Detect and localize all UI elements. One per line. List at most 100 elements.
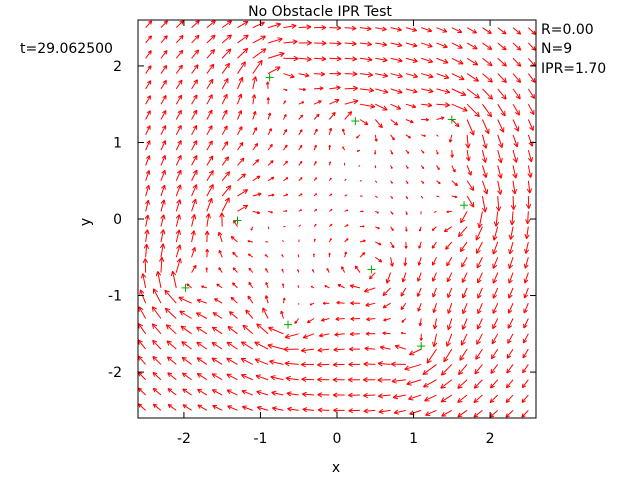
field-arrow xyxy=(448,134,453,143)
field-arrow xyxy=(419,333,423,341)
field-arrow xyxy=(232,251,238,258)
field-arrow xyxy=(309,302,315,306)
field-arrow xyxy=(482,88,493,100)
field-arrow xyxy=(191,49,200,59)
field-arrow xyxy=(269,359,284,365)
field-arrow xyxy=(195,312,208,319)
field-arrow xyxy=(527,134,534,147)
field-arrow xyxy=(446,272,453,283)
field-arrow xyxy=(405,103,417,109)
field-arrow xyxy=(298,101,305,105)
field-arrow xyxy=(191,198,197,212)
field-arrow xyxy=(252,143,259,151)
field-arrow xyxy=(443,348,453,363)
field-arrow xyxy=(375,88,389,94)
field-arrow xyxy=(175,169,182,181)
field-arrow xyxy=(262,307,269,319)
field-arrow xyxy=(436,134,439,137)
field-arrow xyxy=(283,193,289,197)
field-arrow xyxy=(267,51,285,59)
field-arrow xyxy=(314,71,326,77)
field-arrow xyxy=(221,171,231,182)
field-arrow xyxy=(143,243,150,258)
field-arrow xyxy=(406,379,422,386)
field-arrow xyxy=(182,372,192,381)
field-arrow xyxy=(527,73,536,83)
field-arrow xyxy=(473,379,483,389)
field-arrow xyxy=(266,97,270,105)
field-arrow xyxy=(191,155,198,166)
field-arrow xyxy=(491,348,499,360)
field-arrow xyxy=(245,309,254,319)
field-arrow xyxy=(152,339,162,350)
field-arrow xyxy=(221,197,230,212)
field-arrow xyxy=(391,378,406,384)
field-arrow xyxy=(298,56,312,62)
field-arrow xyxy=(206,197,213,212)
vortex-marker xyxy=(181,283,190,292)
field-arrow xyxy=(165,324,177,335)
field-arrow xyxy=(348,392,360,398)
field-arrow xyxy=(492,226,499,241)
field-arrow xyxy=(328,177,332,182)
field-arrow xyxy=(206,140,213,151)
field-arrow xyxy=(329,193,333,197)
field-arrow xyxy=(431,272,437,282)
field-arrow xyxy=(247,253,254,258)
field-arrow xyxy=(281,254,284,258)
field-arrow xyxy=(175,140,182,151)
vortex-marker xyxy=(284,320,293,329)
field-arrow xyxy=(267,66,281,75)
field-arrow xyxy=(521,394,529,403)
field-arrow xyxy=(418,226,422,232)
field-arrow xyxy=(523,318,529,329)
field-arrow xyxy=(457,394,468,403)
field-arrow xyxy=(497,180,503,195)
field-arrow xyxy=(317,392,330,398)
field-arrow xyxy=(302,333,315,339)
field-arrow xyxy=(300,361,315,368)
field-arrow xyxy=(218,267,223,273)
field-arrow xyxy=(512,27,522,35)
field-arrow xyxy=(318,333,330,338)
field-arrow xyxy=(512,73,522,83)
field-arrow xyxy=(237,93,243,105)
field-arrow xyxy=(206,34,216,44)
field-arrow xyxy=(175,229,181,243)
field-arrow xyxy=(401,272,407,283)
field-arrow xyxy=(313,113,320,120)
field-arrow xyxy=(281,283,285,288)
field-arrow xyxy=(401,318,407,323)
x-tick-label: -1 xyxy=(253,431,267,447)
field-arrow xyxy=(310,285,315,289)
field-arrow xyxy=(206,94,213,105)
field-arrow xyxy=(160,214,166,227)
field-arrow xyxy=(459,348,468,361)
field-arrow xyxy=(492,318,499,330)
field-arrow xyxy=(495,196,502,212)
vortex-marker xyxy=(460,201,469,210)
field-arrow xyxy=(211,341,223,350)
field-arrow xyxy=(436,165,440,171)
field-arrow xyxy=(451,165,456,173)
field-arrow xyxy=(441,409,453,417)
field-arrow xyxy=(505,379,514,389)
field-arrow xyxy=(341,266,346,273)
field-arrow xyxy=(137,371,147,381)
field-arrow xyxy=(170,270,177,288)
chart-title: No Obstacle IPR Test xyxy=(248,4,392,20)
field-arrow xyxy=(241,373,254,381)
field-arrow xyxy=(166,356,177,365)
field-arrow xyxy=(512,149,519,163)
field-arrow xyxy=(405,149,410,154)
field-arrow xyxy=(405,27,417,33)
field-arrow xyxy=(390,42,403,48)
field-arrow xyxy=(191,64,199,74)
field-arrow xyxy=(160,20,168,29)
field-arrow xyxy=(284,333,299,339)
field-arrow xyxy=(313,208,318,212)
field-arrow xyxy=(313,100,322,105)
field-arrow xyxy=(190,214,197,227)
field-arrow xyxy=(311,269,315,273)
field-arrow xyxy=(466,119,475,136)
